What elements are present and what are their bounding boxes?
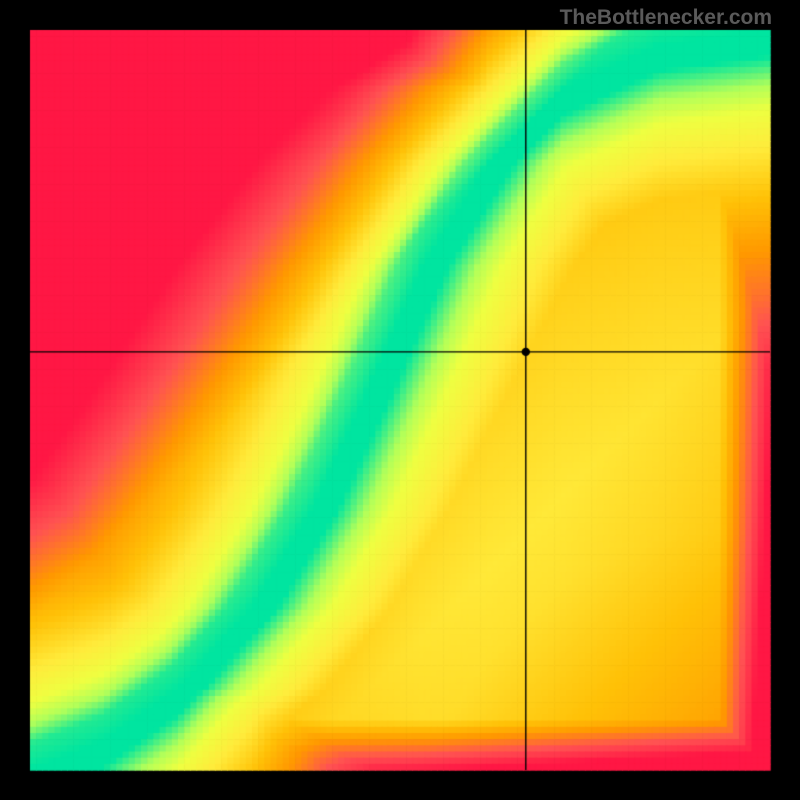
watermark-label: TheBottlenecker.com [560,6,772,30]
bottleneck-heatmap [0,0,800,800]
figure-container: TheBottlenecker.com [0,0,800,800]
